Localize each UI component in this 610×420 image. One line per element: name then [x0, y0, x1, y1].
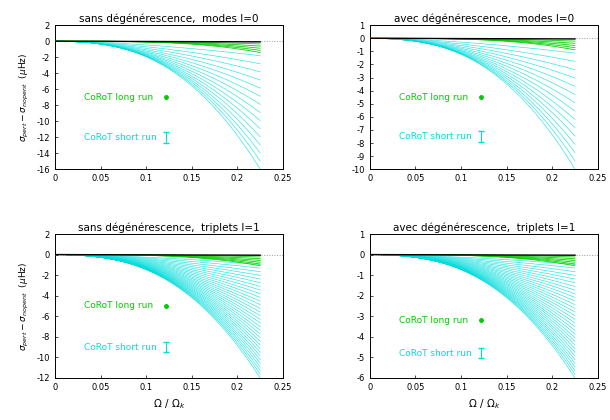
- Text: CoRoT long run: CoRoT long run: [399, 316, 468, 325]
- Text: CoRoT long run: CoRoT long run: [84, 302, 153, 310]
- Text: CoRoT short run: CoRoT short run: [84, 133, 157, 142]
- Title: sans dégénérescence,  triplets l=1: sans dégénérescence, triplets l=1: [78, 222, 260, 233]
- Y-axis label: $\sigma_{pert} - \sigma_{nopent}$  ($\mu$Hz): $\sigma_{pert} - \sigma_{nopent}$ ($\mu$…: [18, 261, 31, 351]
- Title: avec dégénérescence,  triplets l=1: avec dégénérescence, triplets l=1: [393, 222, 575, 233]
- Text: CoRoT short run: CoRoT short run: [84, 343, 157, 352]
- Text: CoRoT long run: CoRoT long run: [84, 93, 153, 102]
- Title: sans dégénérescence,  modes l=0: sans dégénérescence, modes l=0: [79, 13, 259, 24]
- Text: CoRoT short run: CoRoT short run: [399, 349, 472, 358]
- Text: CoRoT short run: CoRoT short run: [399, 132, 472, 141]
- Text: CoRoT long run: CoRoT long run: [399, 93, 468, 102]
- X-axis label: $\Omega$ / $\Omega_k$: $\Omega$ / $\Omega_k$: [467, 397, 500, 411]
- Y-axis label: $\sigma_{pert} - \sigma_{nopent}$  ($\mu$Hz): $\sigma_{pert} - \sigma_{nopent}$ ($\mu$…: [18, 52, 31, 142]
- X-axis label: $\Omega$ / $\Omega_k$: $\Omega$ / $\Omega_k$: [152, 397, 185, 411]
- Title: avec dégénérescence,  modes l=0: avec dégénérescence, modes l=0: [393, 13, 574, 24]
